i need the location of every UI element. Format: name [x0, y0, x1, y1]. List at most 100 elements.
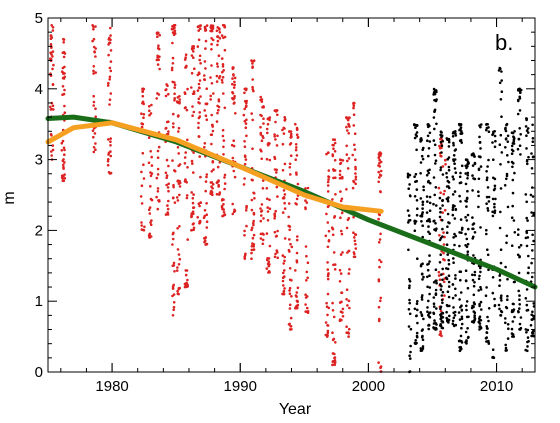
data-point — [203, 142, 207, 145]
data-point — [460, 132, 464, 135]
data-point — [231, 202, 234, 206]
data-point — [327, 229, 331, 233]
data-point — [415, 213, 419, 217]
data-point — [231, 82, 234, 86]
data-point — [428, 292, 431, 296]
data-point — [428, 254, 431, 257]
data-point — [326, 331, 330, 335]
data-point — [353, 252, 356, 256]
data-point — [440, 294, 444, 297]
data-point — [250, 257, 253, 261]
data-point — [422, 185, 425, 188]
data-point — [531, 233, 534, 237]
data-point — [274, 209, 278, 213]
data-point — [505, 241, 508, 245]
data-point — [294, 158, 298, 161]
data-point — [261, 179, 265, 182]
data-point — [233, 101, 236, 104]
data-point — [51, 144, 55, 147]
data-point — [441, 204, 444, 207]
data-point — [439, 166, 443, 169]
data-point — [290, 328, 293, 331]
data-point — [243, 145, 247, 148]
data-point — [142, 177, 146, 180]
data-point — [460, 326, 463, 330]
data-point — [109, 171, 113, 175]
data-point — [458, 318, 462, 321]
data-point — [377, 241, 381, 244]
data-point — [525, 331, 528, 334]
data-point — [288, 289, 291, 292]
data-point — [471, 164, 475, 167]
data-point — [503, 184, 507, 187]
data-point — [63, 153, 66, 156]
data-point — [62, 163, 65, 167]
data-point — [167, 130, 170, 133]
axes: 1980 1990 2000 2010 0 1 2 3 4 5 — [35, 10, 536, 395]
data-point — [532, 239, 535, 243]
data-point — [142, 113, 146, 116]
data-point — [171, 41, 174, 45]
data-point — [191, 197, 195, 200]
data-point — [304, 293, 307, 297]
data-point — [108, 66, 112, 70]
data-point — [94, 25, 97, 28]
data-point — [306, 261, 310, 265]
data-point — [211, 129, 215, 133]
data-point — [283, 193, 287, 196]
data-point — [185, 196, 189, 200]
data-point — [288, 166, 292, 169]
data-point — [304, 207, 307, 211]
data-point — [494, 197, 497, 201]
data-point — [156, 54, 159, 58]
data-point — [63, 52, 67, 55]
data-point — [109, 150, 112, 153]
data-point — [326, 274, 330, 278]
data-point — [203, 109, 206, 112]
data-point — [479, 226, 482, 229]
data-point — [260, 209, 264, 213]
data-point — [339, 199, 343, 203]
data-point — [178, 95, 181, 98]
data-point — [260, 203, 264, 206]
data-point — [440, 284, 443, 288]
data-point — [198, 155, 201, 158]
data-point — [471, 189, 474, 192]
data-point — [261, 134, 264, 138]
data-point — [447, 168, 451, 172]
data-point — [421, 294, 424, 297]
data-point — [460, 322, 464, 326]
data-point — [252, 221, 255, 225]
data-point — [282, 189, 286, 192]
data-point — [340, 197, 344, 201]
data-point — [220, 34, 224, 37]
data-point — [250, 198, 254, 202]
data-point — [427, 230, 430, 234]
data-point — [485, 178, 489, 182]
data-point — [173, 83, 177, 87]
data-point — [346, 304, 349, 307]
data-point — [408, 354, 411, 358]
data-point — [505, 349, 509, 352]
data-point — [525, 216, 528, 220]
data-point — [171, 237, 175, 241]
data-point — [426, 200, 429, 203]
data-point — [326, 184, 330, 187]
data-point — [432, 219, 436, 223]
data-point — [331, 309, 335, 312]
data-point — [92, 27, 95, 31]
data-point — [148, 234, 151, 238]
data-point — [327, 239, 331, 243]
data-point — [427, 299, 430, 303]
data-point — [434, 293, 438, 297]
data-point — [273, 133, 276, 136]
data-point — [172, 125, 175, 129]
data-point — [50, 46, 53, 49]
data-point — [445, 231, 449, 234]
data-point — [50, 36, 54, 39]
data-point — [478, 325, 481, 329]
data-point — [531, 123, 534, 127]
data-point — [243, 234, 246, 237]
data-point — [171, 28, 174, 31]
data-point — [281, 279, 285, 283]
